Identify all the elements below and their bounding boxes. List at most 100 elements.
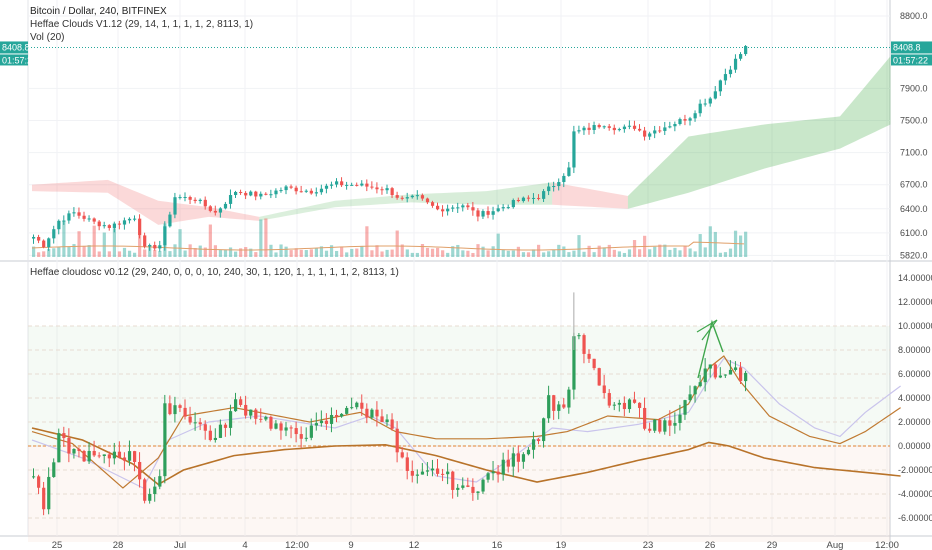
price-candle bbox=[249, 191, 253, 196]
price-candle bbox=[612, 127, 616, 131]
price-candle bbox=[153, 244, 157, 249]
volume-bar bbox=[370, 250, 374, 257]
price-candle bbox=[739, 54, 743, 59]
volume-bar bbox=[703, 247, 707, 257]
osc-candle bbox=[526, 449, 531, 455]
osc-candle bbox=[254, 409, 258, 419]
volume-bar bbox=[446, 252, 450, 257]
price-candle bbox=[380, 189, 384, 191]
price-candle bbox=[562, 175, 566, 183]
osc-candle bbox=[319, 420, 324, 424]
price-tick-label: 7100.0 bbox=[900, 148, 928, 158]
oscillator-candles bbox=[32, 292, 748, 516]
osc-candle bbox=[395, 428, 399, 453]
osc-candle bbox=[350, 407, 354, 409]
volume-bar bbox=[436, 247, 440, 257]
osc-candle bbox=[547, 395, 551, 419]
price-candle bbox=[57, 220, 61, 230]
osc-candle bbox=[67, 438, 71, 454]
price-candle bbox=[117, 223, 122, 225]
price-candle bbox=[67, 213, 71, 221]
volume-bar bbox=[168, 251, 172, 257]
price-candle bbox=[340, 181, 344, 186]
osc-candle bbox=[617, 402, 621, 405]
osc-candle bbox=[627, 399, 632, 410]
volume-bar bbox=[441, 250, 445, 257]
osc-candle bbox=[420, 471, 425, 475]
osc-tick-label: 14.00000 bbox=[898, 273, 932, 283]
osc-candle bbox=[632, 399, 637, 403]
osc-candle bbox=[72, 448, 76, 454]
osc-candle bbox=[133, 451, 137, 462]
volume-bar bbox=[345, 252, 349, 257]
volume-bar bbox=[632, 240, 637, 257]
price-candle bbox=[405, 197, 409, 199]
cloud-band bbox=[259, 194, 411, 221]
osc-candle bbox=[259, 418, 263, 420]
price-tick-label: 6400.0 bbox=[900, 204, 928, 214]
volume-bar bbox=[117, 251, 122, 257]
volume-bar bbox=[461, 250, 465, 257]
osc-band bbox=[28, 350, 890, 374]
price-candle bbox=[708, 98, 712, 104]
osc-candle bbox=[188, 416, 192, 423]
price-candle bbox=[592, 125, 596, 131]
osc-candle bbox=[733, 367, 738, 370]
price-candle bbox=[723, 74, 728, 81]
volume-bar bbox=[213, 245, 217, 257]
price-candle bbox=[713, 91, 717, 99]
volume-bar bbox=[395, 230, 399, 257]
countdown-badge bbox=[891, 54, 932, 66]
indicator-cloudosc-label[interactable]: Heffae cloudosc v0.12 (29, 240, 0, 0, 0,… bbox=[30, 267, 399, 278]
price-candle bbox=[643, 130, 647, 137]
volume-bar bbox=[531, 249, 536, 257]
osc-candle bbox=[153, 486, 157, 495]
price-candle bbox=[193, 199, 197, 202]
volume-bar bbox=[72, 244, 76, 257]
osc-candle bbox=[537, 439, 541, 442]
osc-candle bbox=[390, 419, 394, 429]
price-candle bbox=[143, 235, 147, 247]
volume-bar bbox=[127, 250, 132, 257]
last-price-badges: 8408.8 01:57:22 8408.8 01:57:22 bbox=[0, 41, 932, 66]
price-candle bbox=[239, 191, 243, 193]
osc-candle bbox=[425, 470, 430, 472]
price-candle bbox=[244, 192, 248, 196]
volume-bar bbox=[87, 245, 91, 257]
osc-candle bbox=[107, 454, 111, 459]
price-candle bbox=[385, 188, 389, 191]
price-candle bbox=[486, 211, 490, 215]
osc-candle bbox=[279, 423, 283, 431]
volume-bar bbox=[400, 244, 404, 257]
price-candle bbox=[617, 129, 621, 131]
indicator-volume-label[interactable]: Vol (20) bbox=[30, 32, 65, 43]
osc-candle bbox=[693, 386, 697, 395]
osc-candle bbox=[112, 451, 116, 459]
osc-candle bbox=[607, 393, 611, 406]
osc-candle bbox=[587, 353, 591, 359]
price-candle bbox=[37, 236, 41, 241]
time-tick-label: 12 bbox=[409, 540, 420, 550]
time-tick-label: 26 bbox=[705, 540, 716, 550]
volume-bar bbox=[739, 235, 743, 257]
symbol-title[interactable]: Bitcoin / Dollar, 240, BITFINEX bbox=[30, 5, 253, 18]
price-tick-label: 6100.0 bbox=[900, 228, 928, 238]
osc-candle bbox=[713, 364, 717, 378]
price-candle bbox=[572, 131, 576, 168]
osc-candle bbox=[648, 428, 652, 431]
indicator-clouds-label[interactable]: Heffae Clouds V1.12 (29, 14, 1, 1, 1, 1,… bbox=[30, 19, 254, 30]
time-tick-label: 25 bbox=[52, 540, 63, 550]
price-candle bbox=[234, 191, 238, 196]
volume-bar bbox=[602, 247, 606, 257]
price-candle bbox=[168, 214, 172, 227]
volume-bar bbox=[279, 244, 283, 257]
osc-candle bbox=[299, 434, 303, 439]
volume-bar bbox=[663, 244, 667, 257]
volume-bar bbox=[350, 248, 354, 257]
volume-bar bbox=[607, 244, 611, 257]
price-candle bbox=[698, 103, 702, 114]
last-price-value: 8408.8 bbox=[893, 42, 921, 52]
volume-bar bbox=[244, 247, 248, 257]
volume-bar bbox=[42, 251, 46, 257]
